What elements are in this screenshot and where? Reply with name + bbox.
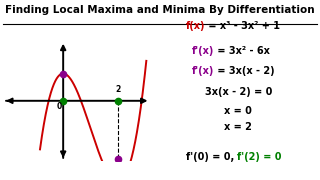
Text: f'(x): f'(x) bbox=[192, 46, 214, 56]
Text: = 3x(x - 2): = 3x(x - 2) bbox=[214, 66, 275, 76]
Text: f'(2) = 0: f'(2) = 0 bbox=[237, 152, 282, 163]
Text: Finding Local Maxima and Minima By Differentiation: Finding Local Maxima and Minima By Diffe… bbox=[5, 5, 315, 15]
Text: = 3x² - 6x: = 3x² - 6x bbox=[214, 46, 270, 56]
Text: 3x(x - 2) = 0: 3x(x - 2) = 0 bbox=[205, 87, 272, 97]
Text: 0: 0 bbox=[57, 102, 62, 111]
Text: x = 0: x = 0 bbox=[224, 106, 252, 116]
Text: x = 2: x = 2 bbox=[224, 122, 252, 132]
Text: = x³ - 3x² + 1: = x³ - 3x² + 1 bbox=[205, 21, 280, 31]
Text: f(x): f(x) bbox=[186, 21, 205, 31]
Text: 2: 2 bbox=[115, 85, 120, 94]
Text: f'(x): f'(x) bbox=[192, 66, 214, 76]
Text: f'(0) = 0,: f'(0) = 0, bbox=[186, 152, 237, 163]
